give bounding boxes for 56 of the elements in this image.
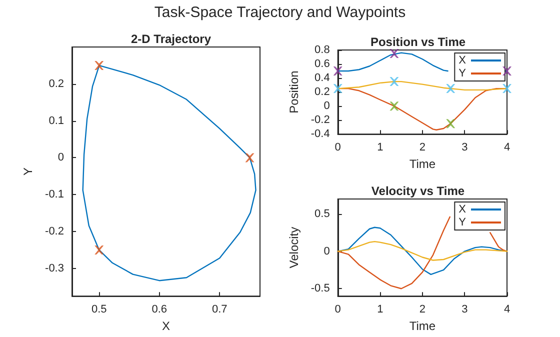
x-axis-title: Time xyxy=(409,319,436,333)
line-series xyxy=(337,240,508,261)
point xyxy=(333,84,342,94)
point xyxy=(502,66,512,76)
x-tick-label: 4 xyxy=(504,142,510,154)
point xyxy=(94,60,104,70)
y-axis-title: Position xyxy=(287,70,301,114)
point xyxy=(390,77,399,86)
y-tick-label: -0.2 xyxy=(45,226,64,238)
y-tick-label: -0.2 xyxy=(310,114,330,126)
y-tick-label: -0.5 xyxy=(310,282,330,295)
y-tick-label: 0 xyxy=(324,100,330,112)
point xyxy=(94,245,104,254)
point xyxy=(333,66,342,76)
text: Task-Space Trajectory and Waypoints xyxy=(153,4,407,21)
point xyxy=(390,102,399,111)
x-tick-label: 0 xyxy=(334,142,341,154)
chart-title: Position vs Time xyxy=(370,35,466,49)
y-tick-label: 0.1 xyxy=(48,114,64,127)
x-axis-title: Time xyxy=(409,157,436,171)
legend-label: Y xyxy=(458,216,467,228)
point xyxy=(446,84,456,94)
point xyxy=(446,119,456,128)
chart-title: 2-D Trajectory xyxy=(130,32,212,46)
legend-label: X xyxy=(458,204,467,216)
x-tick-label: 2 xyxy=(419,142,426,154)
y-tick-label: 0.4 xyxy=(314,72,330,84)
x-tick-label: 0.6 xyxy=(152,304,168,316)
y-tick-label: 0.8 xyxy=(314,44,330,56)
y-axis-title: Velocity xyxy=(287,226,301,268)
legend-label: X xyxy=(458,54,467,66)
x-tick-label: 3 xyxy=(462,304,468,316)
x-tick-label: 3 xyxy=(462,142,468,154)
point xyxy=(390,49,399,58)
x-tick-label: 2 xyxy=(419,304,426,316)
x-tick-label: 0.5 xyxy=(91,304,107,316)
y-tick-label: -0.3 xyxy=(45,262,64,274)
x-tick-label: 1 xyxy=(377,142,384,154)
chart-title: Velocity vs Time xyxy=(371,184,465,198)
x-axis-title: X xyxy=(162,319,170,333)
x-tick-label: 0 xyxy=(334,304,341,316)
point xyxy=(502,84,512,94)
y-tick-label: 0.2 xyxy=(314,86,330,98)
y-tick-label: -0.4 xyxy=(310,128,330,140)
y-tick-label: -0.1 xyxy=(45,188,64,201)
x-tick-label: 4 xyxy=(504,304,510,316)
y-tick-label: 0.2 xyxy=(48,78,64,90)
y-tick-label: 0 xyxy=(324,245,330,258)
y-tick-label: 0.5 xyxy=(314,208,330,220)
legend-label: Y xyxy=(458,68,467,80)
x-tick-label: 1 xyxy=(377,304,384,316)
y-tick-label: 0.6 xyxy=(314,58,330,70)
y-tick-label: 0 xyxy=(58,152,64,164)
y-axis-title: Y xyxy=(21,168,35,176)
x-tick-label: 0.7 xyxy=(212,304,228,316)
point xyxy=(245,153,254,162)
